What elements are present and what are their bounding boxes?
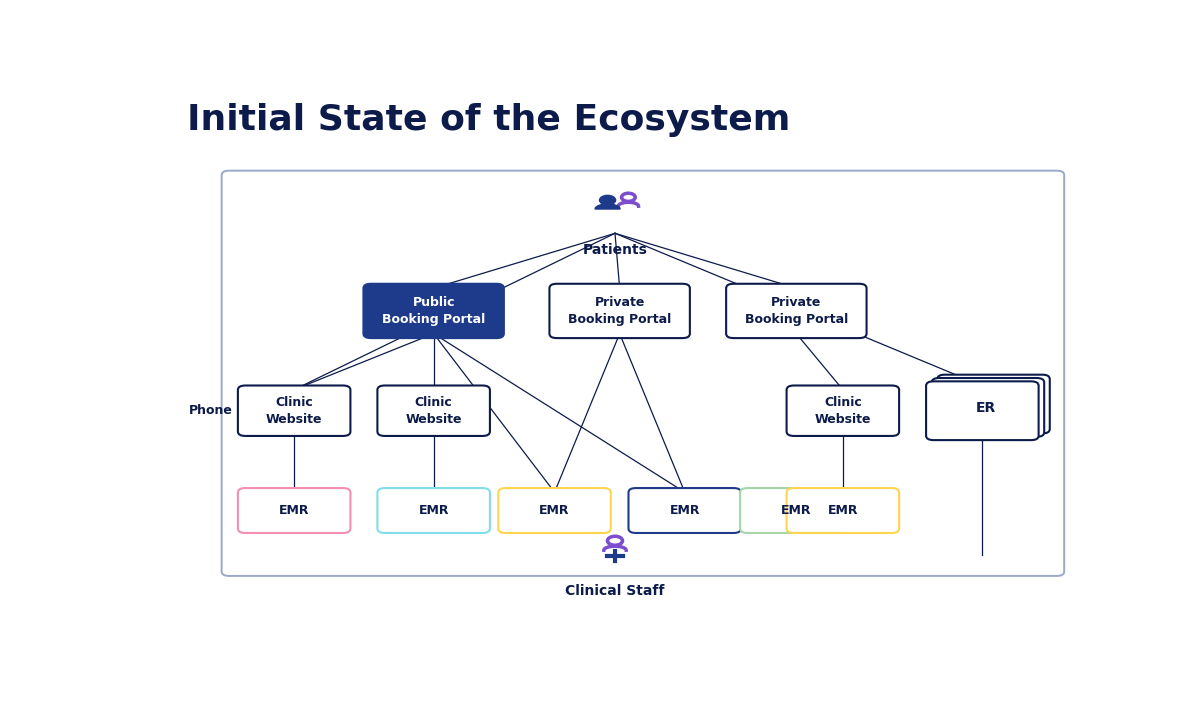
FancyBboxPatch shape bbox=[550, 284, 690, 338]
Text: Clinic
Website: Clinic Website bbox=[815, 396, 871, 426]
Polygon shape bbox=[595, 204, 620, 209]
FancyBboxPatch shape bbox=[364, 284, 504, 338]
Text: ER: ER bbox=[976, 401, 996, 415]
FancyBboxPatch shape bbox=[629, 488, 742, 533]
Text: EMR: EMR bbox=[828, 504, 858, 517]
FancyBboxPatch shape bbox=[931, 378, 1044, 437]
Text: EMR: EMR bbox=[670, 504, 700, 517]
Text: EMR: EMR bbox=[539, 504, 570, 517]
FancyBboxPatch shape bbox=[926, 382, 1039, 440]
Text: EMR: EMR bbox=[419, 504, 449, 517]
Text: Private
Booking Portal: Private Booking Portal bbox=[745, 296, 848, 326]
FancyBboxPatch shape bbox=[786, 385, 899, 436]
FancyBboxPatch shape bbox=[726, 284, 866, 338]
Text: Clinic
Website: Clinic Website bbox=[266, 396, 323, 426]
Text: EMR: EMR bbox=[781, 504, 811, 517]
FancyBboxPatch shape bbox=[498, 488, 611, 533]
Text: Initial State of the Ecosystem: Initial State of the Ecosystem bbox=[187, 103, 791, 137]
Text: Phone: Phone bbox=[188, 404, 233, 417]
Circle shape bbox=[600, 195, 616, 205]
Text: Private
Booking Portal: Private Booking Portal bbox=[568, 296, 671, 326]
Text: Public
Booking Portal: Public Booking Portal bbox=[382, 296, 485, 326]
FancyBboxPatch shape bbox=[377, 385, 490, 436]
FancyBboxPatch shape bbox=[238, 488, 350, 533]
Text: Clinic
Website: Clinic Website bbox=[406, 396, 462, 426]
FancyBboxPatch shape bbox=[937, 374, 1050, 433]
Text: Patients: Patients bbox=[582, 243, 648, 257]
FancyBboxPatch shape bbox=[377, 488, 490, 533]
Text: EMR: EMR bbox=[278, 504, 310, 517]
FancyBboxPatch shape bbox=[740, 488, 853, 533]
FancyBboxPatch shape bbox=[786, 488, 899, 533]
FancyBboxPatch shape bbox=[238, 385, 350, 436]
Text: Clinical Staff: Clinical Staff bbox=[565, 584, 665, 598]
